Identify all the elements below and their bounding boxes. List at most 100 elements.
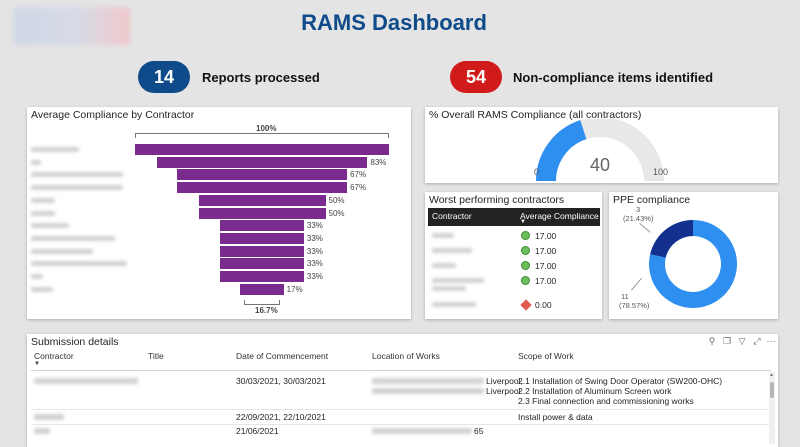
col-location[interactable]: Location of Works <box>372 351 440 361</box>
row-divider <box>31 424 771 425</box>
table-row[interactable]: 17.00 <box>428 274 600 296</box>
funnel-data-label: 33% <box>306 246 323 256</box>
funnel-data-label: 50% <box>328 208 345 218</box>
col-scope[interactable]: Scope of Work <box>518 351 574 361</box>
ppe-label-b-count: 11 <box>621 292 629 301</box>
funnel-bar[interactable] <box>220 232 304 244</box>
ppe-label-a-pct: (21.43%) <box>623 214 654 223</box>
donut-slices <box>649 220 737 308</box>
worst-col-avg[interactable]: Average Compliance <box>520 211 599 221</box>
worst-table-header: Contractor Average Compliance ▼ <box>428 208 600 226</box>
header-divider <box>31 370 771 371</box>
avg-value: 17.00 <box>535 261 557 271</box>
funnel-bar[interactable] <box>220 220 304 232</box>
row-divider <box>31 409 771 410</box>
table-row[interactable]: 17.00 <box>428 244 600 258</box>
table-row[interactable]: 17.00 <box>428 229 600 243</box>
ppe-leader-b <box>631 277 643 291</box>
more-options-icon[interactable]: ⋯ <box>766 336 776 346</box>
contractor-name-redacted <box>31 235 115 241</box>
scope-line: 2.2 Installation of Aluminum Screen work <box>518 386 672 396</box>
funnel-bottom-label: 16.7% <box>255 306 278 315</box>
contractor-name-redacted <box>34 428 50 434</box>
contractor-name-redacted <box>31 261 127 267</box>
logo <box>14 7 130 45</box>
funnel-data-label: 50% <box>328 195 345 205</box>
submission-title: Submission details <box>31 336 119 348</box>
funnel-top-label: 100% <box>256 124 277 133</box>
funnel-bar[interactable] <box>176 182 348 194</box>
contractor-name-redacted <box>31 185 123 191</box>
contractor-name-redacted <box>432 233 454 238</box>
funnel-chart-card[interactable]: Average Compliance by Contractor 100% 83… <box>27 107 411 319</box>
location-suffix: 65 <box>474 426 484 436</box>
col-date[interactable]: Date of Commencement <box>236 351 329 361</box>
funnel-bar[interactable] <box>176 169 348 181</box>
noncompliance-count-badge: 54 <box>450 61 502 93</box>
scrollbar-thumb[interactable] <box>770 382 774 398</box>
table-row[interactable]: 17.00 <box>428 259 600 273</box>
funnel-bar[interactable] <box>220 245 304 257</box>
funnel-data-label: 67% <box>350 170 367 180</box>
scope-line: 2.1 Installation of Swing Door Operator … <box>518 376 723 386</box>
contractor-name-redacted <box>432 248 472 253</box>
ppe-compliance-card[interactable]: PPE compliance 3 (21.43%) 11 (78.57%) <box>609 192 778 319</box>
contractor-name-redacted <box>432 286 466 291</box>
funnel-chart-title: Average Compliance by Contractor <box>31 109 195 121</box>
scope-line: 2.3 Final connection and commissioning w… <box>518 396 694 406</box>
funnel-bar[interactable] <box>220 258 304 270</box>
pin-icon[interactable]: ⚲ <box>708 336 716 346</box>
worst-col-contractor[interactable]: Contractor <box>432 211 472 221</box>
funnel-bottom-bracket <box>244 300 280 305</box>
worst-contractors-card[interactable]: Worst performing contractors Contractor … <box>425 192 602 319</box>
funnel-bar[interactable] <box>198 194 326 206</box>
vertical-scrollbar[interactable]: ▲ <box>769 372 775 444</box>
avg-value: 17.00 <box>535 231 557 241</box>
col-contractor[interactable]: Contractor <box>34 351 74 361</box>
contractor-name-redacted <box>31 147 79 152</box>
date-cell: 22/09/2021, 22/10/2021 <box>236 412 326 422</box>
funnel-bar[interactable] <box>240 283 284 295</box>
gauge-title: % Overall RAMS Compliance (all contracto… <box>429 109 642 121</box>
contractor-name-redacted <box>432 263 456 268</box>
scroll-up-icon[interactable]: ▲ <box>769 372 774 378</box>
focus-mode-icon[interactable]: ⤢ <box>753 336 761 346</box>
contractor-name-redacted <box>31 274 43 279</box>
funnel-data-label: 67% <box>350 183 367 193</box>
avg-value: 0.00 <box>535 300 552 310</box>
location-redacted <box>372 388 484 394</box>
funnel-bar[interactable] <box>198 207 326 219</box>
ppe-title: PPE compliance <box>613 194 691 206</box>
table-row[interactable]: 22/09/2021, 22/10/2021 Install power & d… <box>27 411 767 423</box>
col-title[interactable]: Title <box>148 351 164 361</box>
funnel-bar[interactable] <box>220 271 304 282</box>
donut-slice-compliant[interactable] <box>649 220 737 308</box>
location-suffix: Liverpool, <box>486 376 523 386</box>
status-red-diamond-icon <box>520 299 532 311</box>
gauge-max-label: 100 <box>653 167 669 177</box>
table-row[interactable]: 0.00 <box>428 298 600 312</box>
copy-icon[interactable]: ❐ <box>722 336 732 346</box>
table-row[interactable]: 21/06/2021 65 <box>27 425 767 437</box>
avg-value: 17.00 <box>535 246 557 256</box>
ppe-label-b-pct: (78.57%) <box>619 301 650 310</box>
gauge-svg <box>536 119 664 182</box>
page-title: RAMS Dashboard <box>301 10 487 35</box>
donut-slice-noncompliant[interactable] <box>650 220 693 258</box>
overall-compliance-gauge-card[interactable]: % Overall RAMS Compliance (all contracto… <box>425 107 778 183</box>
status-green-icon <box>521 246 530 255</box>
funnel-bars: 83% 67% 67% 50% 50% 33% 33% 33% 33% 33% 17% <box>27 107 411 319</box>
date-cell: 21/06/2021 <box>236 426 279 436</box>
submission-details-card[interactable]: Submission details ⚲ ❐ ▽ ⤢ ⋯ Contractor … <box>27 334 778 447</box>
funnel-data-label: 33% <box>306 272 323 281</box>
gauge-min-label: 0 <box>534 167 540 177</box>
funnel-bar[interactable] <box>156 156 368 168</box>
funnel-data-label: 83% <box>370 157 387 167</box>
funnel-bar[interactable] <box>135 144 389 155</box>
filter-icon[interactable]: ▽ <box>738 336 746 346</box>
table-row[interactable]: 30/03/2021, 30/03/2021 Liverpool, Liverp… <box>27 374 767 410</box>
ppe-label-a-count: 3 <box>636 205 641 214</box>
contractor-name-redacted <box>31 159 41 165</box>
contractor-name-redacted <box>31 210 55 216</box>
contractor-name-redacted <box>31 286 53 292</box>
